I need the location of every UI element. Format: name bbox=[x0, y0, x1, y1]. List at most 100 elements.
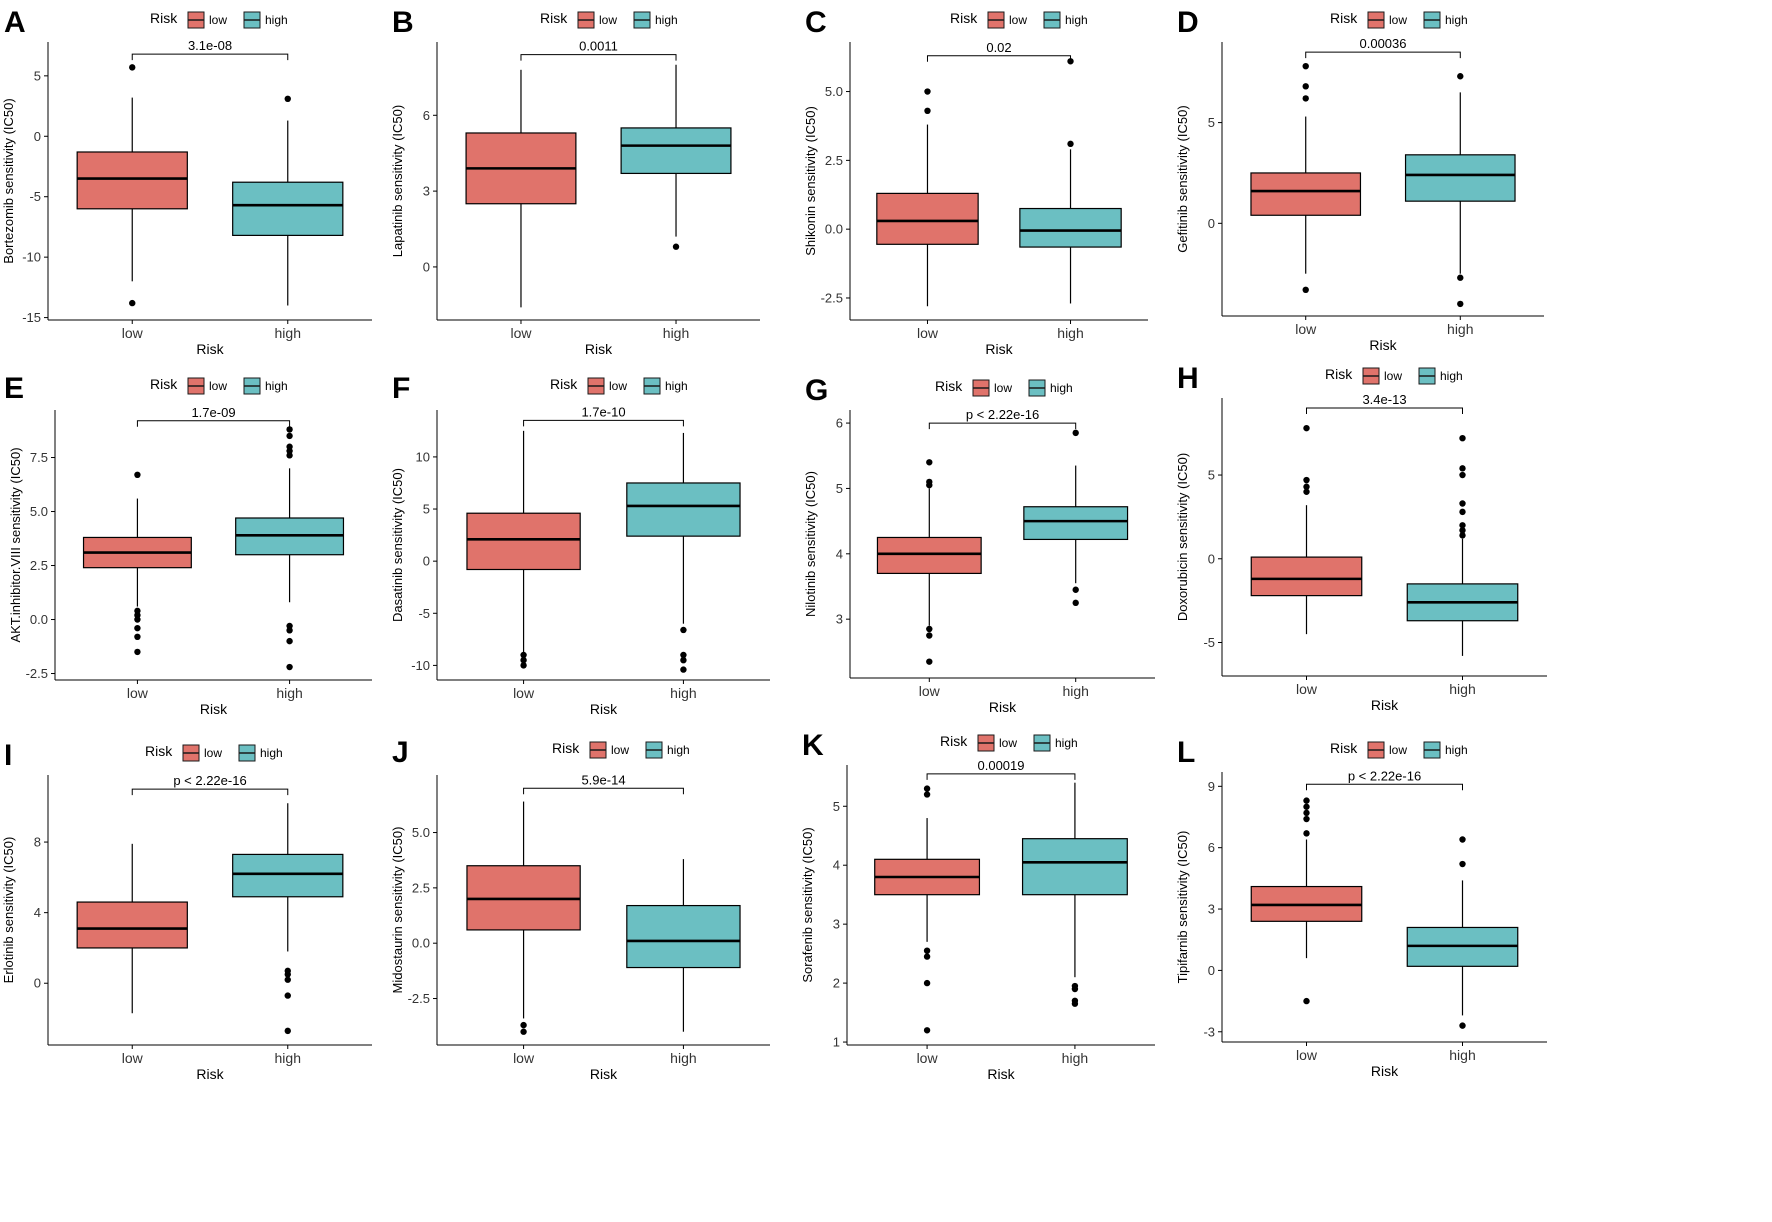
panel-h: H Risk low high 5 0 -5 low high Risk Doxorubicin s… bbox=[1175, 362, 1547, 713]
outlier-point bbox=[1459, 532, 1466, 539]
x-tick-label-high: high bbox=[1449, 681, 1475, 697]
legend-label-high: high bbox=[1445, 13, 1468, 27]
legend-title: Risk bbox=[935, 378, 963, 394]
legend-label-low: low bbox=[209, 13, 227, 27]
outlier-point bbox=[286, 426, 293, 433]
y-axis-label: Doxorubicin sensitivity (IC50) bbox=[1175, 453, 1190, 621]
y-tick-label: 3 bbox=[423, 184, 430, 199]
outlier-point bbox=[924, 88, 931, 95]
y-axis-label: Erlotinib sensitivity (IC50) bbox=[1, 837, 16, 984]
box-low bbox=[1250, 62, 1362, 294]
legend: Risk low high bbox=[935, 378, 1073, 397]
y-tick-label: 1 bbox=[833, 1035, 840, 1050]
x-axis-label: Risk bbox=[590, 1066, 618, 1082]
box-iqr bbox=[1023, 506, 1129, 541]
x-tick-label-low: low bbox=[122, 1050, 144, 1066]
bracket-line bbox=[131, 788, 289, 796]
panel-letter: C bbox=[805, 6, 827, 39]
x-axis-label: Risk bbox=[200, 701, 228, 717]
legend-label-low: low bbox=[999, 736, 1017, 750]
x-tick-label-high: high bbox=[1062, 683, 1088, 699]
panel-letter: K bbox=[802, 729, 824, 762]
outlier-point bbox=[286, 663, 293, 671]
outlier-point bbox=[923, 979, 931, 987]
panel-letter: E bbox=[4, 372, 24, 405]
legend-label-high: high bbox=[265, 379, 288, 393]
legend: Risk low high bbox=[552, 740, 690, 759]
outlier-point bbox=[129, 64, 136, 71]
outlier-point bbox=[1303, 488, 1310, 495]
legend: Risk low high bbox=[1330, 740, 1468, 759]
x-tick-label-high: high bbox=[670, 1050, 696, 1066]
legend-key-high: high bbox=[645, 741, 690, 759]
panel-l: L Risk low high 9 6 3 0 -3 low high Risk Tipifarnib … bbox=[1175, 736, 1547, 1079]
legend-key-low: low bbox=[587, 377, 627, 395]
box-low bbox=[874, 785, 981, 1034]
box-high bbox=[1406, 434, 1519, 656]
box-low bbox=[876, 88, 979, 307]
bracket-line bbox=[131, 53, 289, 61]
box-iqr bbox=[1250, 556, 1363, 597]
y-axis-label: Sorafenib sensitivity (IC50) bbox=[800, 827, 815, 982]
outlier-point bbox=[1303, 997, 1310, 1005]
outlier-point bbox=[1072, 599, 1079, 607]
box-high bbox=[626, 859, 741, 1032]
legend-label-low: low bbox=[599, 13, 617, 27]
outlier-point bbox=[1072, 586, 1079, 593]
p-value-label: p < 2.22e-16 bbox=[966, 407, 1039, 422]
box-high bbox=[232, 95, 344, 306]
y-tick-label: 0.0 bbox=[30, 612, 48, 627]
x-axis-label: Risk bbox=[1371, 697, 1399, 713]
box-high bbox=[626, 432, 741, 673]
legend-key-high: high bbox=[643, 377, 688, 395]
significance-bracket: 0.00036 bbox=[1305, 36, 1461, 59]
legend: Risk low high bbox=[145, 743, 283, 762]
outlier-point bbox=[680, 656, 687, 664]
box-low bbox=[82, 471, 192, 656]
outlier-point bbox=[680, 651, 687, 659]
box-iqr bbox=[876, 192, 979, 245]
significance-bracket: 0.0011 bbox=[520, 39, 677, 61]
outlier-point bbox=[284, 95, 291, 103]
outlier-point bbox=[520, 1021, 527, 1029]
legend-label-high: high bbox=[1445, 743, 1468, 757]
outlier-point bbox=[1303, 483, 1310, 490]
outlier-point bbox=[1457, 274, 1464, 281]
box-iqr bbox=[466, 512, 581, 571]
outlier-point bbox=[923, 785, 931, 792]
y-tick-label: 6 bbox=[836, 416, 843, 431]
y-tick-label: 4 bbox=[836, 546, 843, 561]
legend-title: Risk bbox=[950, 10, 978, 26]
panel-a: A Risk low high 5 0 -5 -10 -15 low high Risk Bortezo… bbox=[1, 6, 372, 357]
outlier-point bbox=[1459, 522, 1466, 529]
significance-bracket: p < 2.22e-16 bbox=[1306, 768, 1463, 791]
bracket-line bbox=[1306, 783, 1463, 791]
outlier-point bbox=[286, 627, 293, 634]
outlier-point bbox=[520, 656, 527, 664]
y-tick-label: -5 bbox=[29, 189, 41, 204]
legend-label-low: low bbox=[611, 743, 629, 757]
box-high bbox=[1019, 58, 1122, 304]
panel-letter: L bbox=[1177, 736, 1195, 769]
y-tick-label: 0 bbox=[34, 976, 41, 991]
legend-label-high: high bbox=[265, 13, 288, 27]
y-tick-label: 5 bbox=[836, 481, 843, 496]
outlier-point bbox=[1303, 424, 1310, 432]
legend-key-low: low bbox=[1362, 367, 1402, 385]
legend-label-low: low bbox=[1384, 369, 1402, 383]
outlier-point bbox=[1457, 300, 1464, 308]
box-high bbox=[620, 64, 732, 250]
legend-title: Risk bbox=[550, 376, 578, 392]
y-tick-label: 0.0 bbox=[412, 936, 430, 951]
legend-key-low: low bbox=[577, 11, 617, 29]
y-tick-label: 2 bbox=[833, 976, 840, 991]
legend-title: Risk bbox=[1330, 740, 1358, 756]
x-tick-label-low: low bbox=[917, 1050, 939, 1066]
box-high bbox=[235, 426, 345, 671]
box-iqr bbox=[620, 127, 732, 175]
significance-bracket: p < 2.22e-16 bbox=[928, 407, 1077, 430]
bracket-line bbox=[928, 422, 1077, 430]
outlier-point bbox=[134, 648, 141, 656]
legend: Risk low high bbox=[1325, 366, 1463, 385]
bracket-line bbox=[523, 787, 684, 795]
